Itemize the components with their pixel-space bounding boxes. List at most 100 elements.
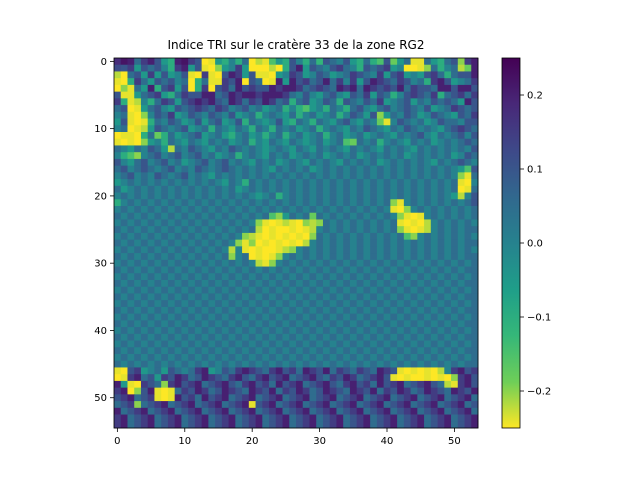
heatmap-cell <box>356 327 364 335</box>
heatmap-cell <box>127 300 135 308</box>
heatmap-cell <box>444 71 452 79</box>
heatmap-cell <box>322 78 331 86</box>
heatmap-cell <box>397 152 405 160</box>
heatmap-cell <box>147 293 155 301</box>
heatmap-cell <box>255 367 263 375</box>
heatmap-cell <box>174 280 182 288</box>
heatmap-cell <box>215 98 223 106</box>
heatmap-cell <box>403 380 411 389</box>
heatmap-cell <box>181 64 189 72</box>
heatmap-cell <box>262 407 270 415</box>
heatmap-cell <box>114 360 122 368</box>
heatmap-cell <box>194 401 203 409</box>
heatmap-cell <box>329 111 337 119</box>
heatmap-cell <box>329 91 337 99</box>
heatmap-cell <box>383 226 391 234</box>
heatmap-cell <box>114 138 122 146</box>
heatmap-cell <box>181 280 189 288</box>
heatmap-cell <box>174 367 182 375</box>
heatmap-cell <box>296 300 304 308</box>
heatmap-cell <box>127 273 135 281</box>
heatmap-cell <box>188 407 196 415</box>
heatmap-cell <box>194 179 203 187</box>
heatmap-cell <box>296 232 304 241</box>
heatmap-cell <box>296 306 304 315</box>
heatmap-cell <box>235 138 243 146</box>
heatmap-cell <box>235 219 243 227</box>
heatmap-cell <box>309 313 317 321</box>
heatmap-cell <box>430 374 438 382</box>
heatmap-cell <box>322 374 331 382</box>
heatmap-cell <box>228 253 236 261</box>
heatmap-cell <box>363 333 371 341</box>
heatmap-cell <box>390 212 398 220</box>
heatmap-cell <box>120 152 128 160</box>
y-tick-label: 30 <box>94 259 107 270</box>
heatmap-cell <box>235 158 243 167</box>
heatmap-cell <box>275 132 283 140</box>
heatmap-cell <box>194 84 203 93</box>
heatmap-cell <box>167 367 176 375</box>
heatmap-cell <box>140 138 149 146</box>
heatmap-cell <box>390 158 398 167</box>
heatmap-cell <box>363 165 371 173</box>
heatmap-cell <box>248 286 256 294</box>
heatmap-cell <box>289 320 297 328</box>
heatmap-cell <box>302 78 310 86</box>
heatmap-cell <box>349 239 358 247</box>
heatmap-cell <box>417 111 425 119</box>
heatmap-cell <box>120 246 128 254</box>
heatmap-cell <box>188 239 196 247</box>
heatmap-cell <box>430 145 438 153</box>
heatmap-cell <box>174 212 182 220</box>
heatmap-cell <box>235 98 243 106</box>
heatmap-cell <box>322 91 331 99</box>
heatmap-cell <box>140 407 149 415</box>
heatmap-cell <box>262 293 270 301</box>
heatmap-cell <box>127 280 135 288</box>
heatmap-cell <box>383 206 391 214</box>
heatmap-cell <box>140 380 149 389</box>
heatmap-cell <box>289 132 297 140</box>
heatmap-cell <box>471 212 479 220</box>
heatmap-cell <box>343 91 351 99</box>
heatmap-cell <box>282 327 290 335</box>
heatmap-cell <box>336 172 344 180</box>
heatmap-cell <box>174 340 182 348</box>
heatmap-cell <box>201 206 209 214</box>
heatmap-cell <box>464 226 472 234</box>
heatmap-cell <box>228 152 236 160</box>
heatmap-cell <box>262 111 270 119</box>
heatmap-cell <box>134 105 142 113</box>
heatmap-cell <box>451 421 459 429</box>
heatmap-cell <box>329 280 337 288</box>
heatmap-cell <box>363 320 371 328</box>
heatmap-cell <box>343 327 351 335</box>
heatmap-cell <box>471 293 479 301</box>
heatmap-cell <box>167 152 176 160</box>
heatmap-cell <box>296 212 304 220</box>
heatmap-cell <box>255 226 263 234</box>
heatmap-cell <box>383 306 391 315</box>
heatmap-cell <box>316 212 324 220</box>
heatmap-cell <box>140 313 149 321</box>
heatmap-cell <box>215 333 223 341</box>
heatmap-cell <box>282 401 290 409</box>
heatmap-cell <box>424 125 432 133</box>
heatmap-cell <box>316 280 324 288</box>
heatmap-cell <box>316 206 324 214</box>
heatmap-cell <box>174 206 182 214</box>
heatmap-cell <box>154 165 162 173</box>
heatmap-cell <box>370 132 378 140</box>
heatmap-cell <box>336 333 344 341</box>
heatmap-cell <box>457 333 465 341</box>
heatmap-cell <box>269 374 277 382</box>
heatmap-cell <box>370 253 378 261</box>
heatmap-cell <box>390 380 398 389</box>
heatmap-cell <box>154 253 162 261</box>
heatmap-cell <box>302 246 310 254</box>
heatmap-cell <box>349 320 358 328</box>
heatmap-cell <box>194 320 203 328</box>
heatmap-cell <box>167 98 176 106</box>
heatmap-cell <box>309 192 317 200</box>
